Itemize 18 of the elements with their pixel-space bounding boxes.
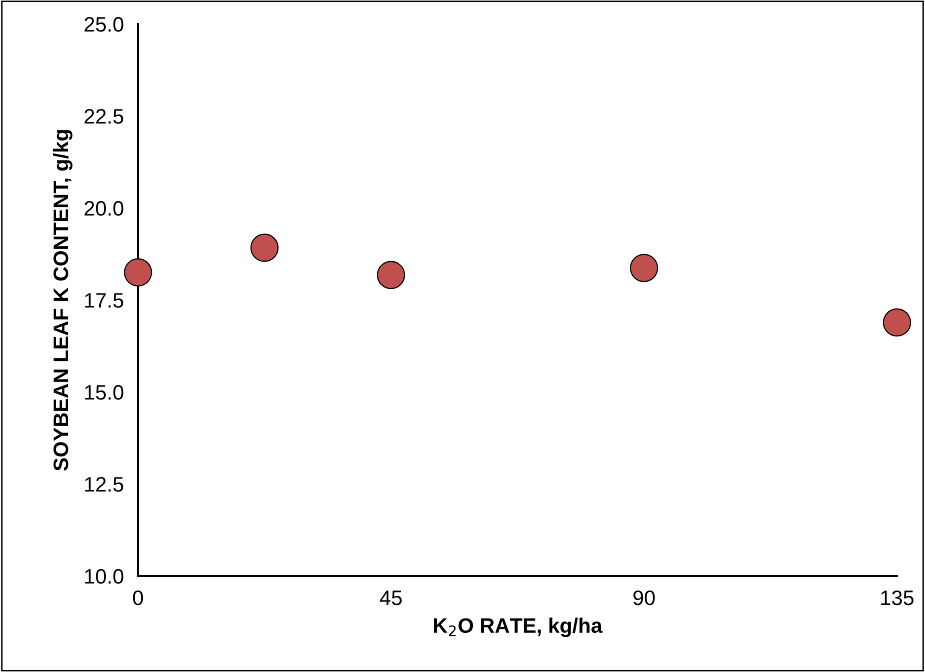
point [630,254,658,282]
x-tick-label: 90 [633,590,655,606]
y-tick-label: 22.5 [84,109,124,124]
y-tick-label: 10.0 [85,569,124,584]
x-tick-label: 45 [380,590,402,606]
point [376,260,406,290]
y-tick-label: 20.0 [84,201,124,216]
y-tick-label: 12.5 [85,477,124,492]
x-tick-label: 135 [881,590,914,606]
x-tick-label: 0 [133,590,143,606]
x-axis-title: K$_{2}$O RATE, kg/ha [434,618,603,638]
y-tick-label: 15.0 [85,385,124,400]
point [124,258,152,286]
point [882,308,912,337]
y-tick-label: 25.0 [84,17,124,32]
y-axis-title: SOYBEAN LEAF K CONTENT, g/kg [52,130,72,471]
point [250,234,279,262]
y-tick-label: 17.5 [85,293,124,308]
